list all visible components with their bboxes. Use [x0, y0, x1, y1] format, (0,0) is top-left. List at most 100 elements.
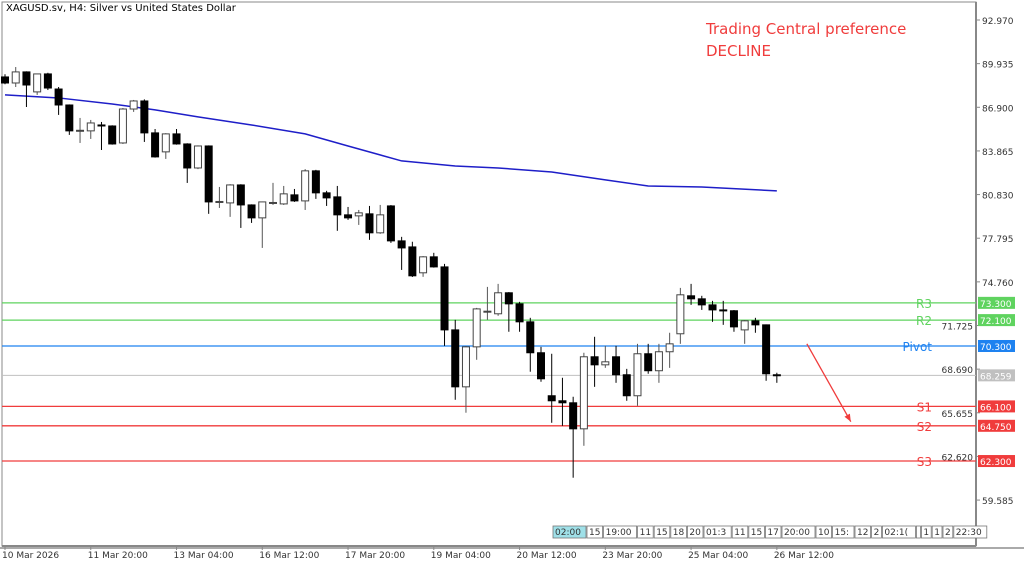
level-value: 64.750	[980, 423, 1012, 433]
x-tick-label: 10 Mar 2026	[2, 551, 59, 561]
candle-bull	[86, 122, 95, 132]
session-marker	[687, 525, 704, 539]
session-marker-label: 22:30	[956, 528, 982, 538]
candle-bull	[740, 320, 749, 331]
candle-bull	[472, 308, 481, 348]
y-tick-label: 80.830	[982, 192, 1014, 202]
chart-title: XAGUSD.sv, H4: Silver vs United States D…	[6, 3, 236, 14]
session-marker	[731, 525, 749, 539]
candle-bear	[504, 292, 513, 305]
session-marker-label: 02:00	[555, 528, 581, 538]
level-tag	[978, 296, 1015, 309]
session-marker-label: 17	[767, 528, 778, 538]
candle-bull	[76, 129, 85, 132]
candle-bear	[569, 402, 578, 430]
candle-bull	[279, 193, 288, 205]
current-price-tag	[978, 369, 1015, 382]
candle-bear	[333, 196, 342, 216]
session-marker	[931, 525, 943, 539]
candle-bear	[65, 104, 74, 132]
session-marker-label: 20	[689, 528, 701, 538]
x-tick-label: 23 Mar 20:00	[602, 551, 662, 561]
y-tick-label: 86.900	[982, 104, 1014, 114]
x-tick-label: 11 Mar 20:00	[88, 551, 148, 561]
candle-bear	[429, 256, 438, 268]
session-marker	[854, 525, 872, 539]
candle-bear	[719, 309, 728, 312]
forecast-arrow	[806, 343, 852, 422]
session-marker-label: 20:00	[784, 528, 810, 538]
session-marker	[815, 525, 833, 539]
candle-bear	[644, 353, 653, 372]
trading-central-annotation: Trading Central preference DECLINE	[706, 18, 906, 62]
level-value: 72.100	[980, 317, 1012, 327]
candle-bear	[204, 145, 213, 203]
session-marker	[921, 525, 932, 539]
preference-value: DECLINE	[706, 42, 771, 60]
candle-bull	[483, 310, 492, 313]
session-marker	[916, 525, 921, 539]
plot-frame	[1, 1, 977, 547]
candle-bear	[236, 184, 245, 206]
session-marker-label: 2	[945, 528, 951, 538]
x-tick-label: 16 Mar 12:00	[259, 551, 319, 561]
candle-bear	[365, 213, 374, 234]
candle-bear	[247, 204, 256, 219]
forecast-arrowhead	[844, 413, 851, 422]
level-tag	[978, 314, 1015, 327]
session-marker	[703, 525, 732, 539]
session-marker-label: 15	[589, 528, 600, 538]
candle-bull	[193, 145, 202, 169]
candle-bull	[258, 201, 267, 219]
candle-bull	[11, 71, 20, 84]
candle-bear	[772, 374, 781, 377]
candle-bear	[547, 395, 556, 402]
candle-bear	[172, 133, 181, 145]
session-marker-label: 11	[734, 528, 745, 538]
y-tick-label: 89.935	[982, 61, 1014, 71]
session-marker-label: 11	[640, 528, 651, 538]
candle-bull	[676, 294, 685, 335]
candle-bear	[311, 170, 320, 194]
y-tick-label: 77.795	[982, 235, 1014, 245]
candle-bear	[697, 298, 706, 306]
level-name-s2: S2	[917, 420, 932, 434]
session-marker	[765, 525, 782, 539]
candle-bear	[622, 374, 631, 397]
candle-bull	[226, 184, 235, 204]
candle-bull	[579, 356, 588, 430]
candle-bear	[322, 192, 331, 199]
candle-bear	[386, 205, 395, 242]
y-tick-label: 65.655	[942, 410, 974, 420]
candle-bear	[397, 240, 406, 249]
level-tag	[978, 339, 1015, 352]
session-marker	[552, 525, 587, 539]
candle-bear	[54, 88, 63, 106]
level-tag	[978, 400, 1015, 413]
candle-bear	[708, 304, 717, 311]
session-marker	[748, 525, 765, 539]
x-tick-label: 20 Mar 12:00	[517, 551, 577, 561]
session-marker-label: 10	[818, 528, 830, 538]
y-tick-label: 59.585	[982, 497, 1014, 507]
session-marker-label: 1	[934, 528, 940, 538]
x-tick-label: 13 Mar 04:00	[174, 551, 234, 561]
candle-bear	[22, 71, 31, 86]
level-tag	[978, 455, 1015, 468]
preference-label: Trading Central preference	[706, 20, 907, 38]
session-marker-label: 15	[656, 528, 667, 538]
candle-bear	[515, 303, 524, 323]
candle-bull	[665, 343, 674, 353]
candle-bull	[215, 200, 224, 203]
candle-bear	[751, 320, 760, 326]
candle-bull	[419, 256, 428, 274]
session-marker	[871, 525, 882, 539]
session-marker	[832, 525, 855, 539]
candle-bull	[129, 100, 138, 110]
session-marker-label: 19:00	[606, 528, 632, 538]
x-tick-label: 17 Mar 20:00	[345, 551, 405, 561]
session-marker-label: 1	[923, 528, 929, 538]
level-value: 62.300	[980, 458, 1012, 468]
session-marker-label: 02:1(	[884, 528, 908, 538]
